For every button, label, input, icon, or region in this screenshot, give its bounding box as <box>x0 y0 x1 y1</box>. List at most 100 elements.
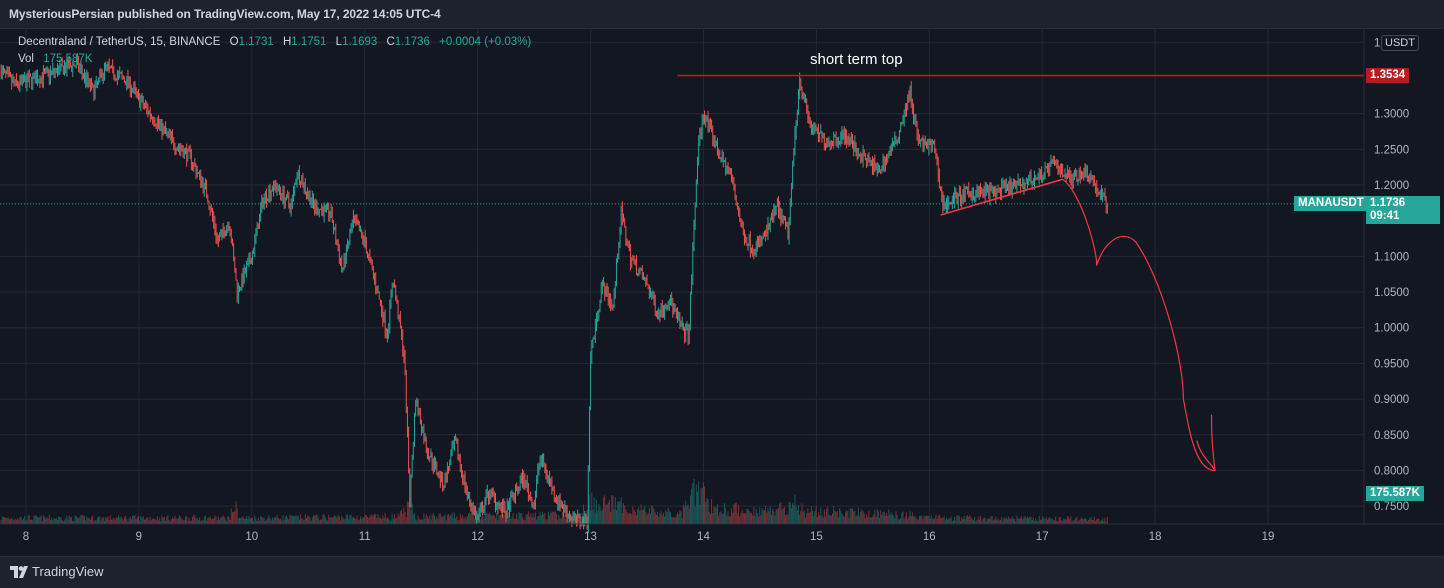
chart-area[interactable]: 1.40001.30001.25001.20001.10001.05001.00… <box>0 28 1444 556</box>
volume-bar <box>345 514 347 524</box>
volume-bar <box>1037 520 1039 524</box>
volume-bar <box>794 494 796 524</box>
volume-bar <box>229 519 231 524</box>
volume-bar <box>910 516 912 524</box>
volume-bar <box>679 510 681 524</box>
volume-bar <box>917 519 919 524</box>
volume-bar <box>610 511 612 524</box>
volume-bar <box>142 516 144 524</box>
volume-bar <box>768 510 770 524</box>
volume-bar <box>1028 517 1030 524</box>
volume-bar <box>480 517 482 524</box>
volume-bar <box>49 519 51 524</box>
volume-bar <box>116 517 118 524</box>
volume-bar <box>540 515 542 524</box>
volume-bar <box>1061 520 1063 524</box>
volume-bar <box>243 518 245 524</box>
volume-bar <box>1035 518 1037 524</box>
volume-bar <box>391 513 393 524</box>
volume-bar <box>775 509 777 524</box>
legend-symbol: Decentraland / TetherUS, 15, BINANCE <box>18 36 221 48</box>
volume-bar <box>857 507 859 524</box>
y-tick-label: 1.3000 <box>1374 109 1409 121</box>
volume-bar <box>626 511 628 524</box>
publish-header: MysteriousPersian published on TradingVi… <box>0 0 1444 29</box>
grid <box>0 28 1364 524</box>
volume-bar <box>672 517 674 524</box>
volume-bar <box>550 512 552 524</box>
volume-bar <box>706 497 708 524</box>
volume-bar <box>1093 516 1095 524</box>
volume-bar <box>62 521 64 524</box>
volume-bar <box>44 516 46 524</box>
volume-bar <box>54 518 56 524</box>
volume-bar <box>817 512 819 524</box>
time-axis[interactable]: 8 9 10 11 12 13 14 15 16 17 18 19 <box>23 531 1275 543</box>
volume-bar <box>56 519 58 524</box>
volume-bar <box>362 517 364 524</box>
volume-bar <box>349 515 351 524</box>
volume-bar <box>718 515 720 524</box>
volume-bar <box>695 484 697 524</box>
volume-bar <box>984 518 986 524</box>
currency-button[interactable]: USDT <box>1381 35 1419 51</box>
volume-bar <box>120 516 122 524</box>
volume-bar <box>1005 517 1007 524</box>
volume-bar <box>853 511 855 524</box>
volume-bar <box>221 516 223 524</box>
volume-bar <box>850 508 852 524</box>
volume-bar <box>93 521 95 524</box>
volume-bar <box>293 516 295 524</box>
volume-bar <box>796 509 798 524</box>
volume-bar <box>721 514 723 524</box>
volume-bar <box>837 517 839 524</box>
volume-bar <box>962 518 964 524</box>
volume-bar <box>8 519 10 524</box>
volume-bar <box>788 501 790 524</box>
volume-bar <box>404 511 406 524</box>
volume-bar <box>778 507 780 524</box>
volume-bar <box>653 508 655 524</box>
volume-bar <box>1029 517 1031 524</box>
volume-bar <box>222 515 224 524</box>
volume-bar <box>399 511 401 524</box>
x-tick-label: 13 <box>584 531 597 543</box>
volume-bar <box>1023 517 1025 524</box>
forecast-path[interactable] <box>1062 178 1216 472</box>
volume-bar <box>605 505 607 524</box>
volume-bar <box>468 513 470 524</box>
volume-bar <box>172 517 174 524</box>
volume-bar <box>68 515 70 524</box>
volume-bar <box>684 507 686 524</box>
volume-bar <box>762 510 764 524</box>
volume-bar <box>290 515 292 524</box>
volume-bar <box>1099 521 1101 524</box>
volume-bar <box>738 504 740 524</box>
volume-bar <box>607 502 609 524</box>
y-tick-label: 1.0000 <box>1374 323 1409 335</box>
price-axis[interactable]: 1.40001.30001.25001.20001.10001.05001.00… <box>1374 37 1409 513</box>
volume-bar <box>78 518 80 524</box>
trendline[interactable] <box>940 178 1063 216</box>
volume-bar <box>682 504 684 524</box>
volume-bar <box>731 508 733 524</box>
volume-bar <box>639 511 641 524</box>
volume-bar <box>889 515 891 524</box>
volume-bar <box>891 514 893 524</box>
volume-bar <box>820 507 822 524</box>
volume-bar <box>107 516 109 524</box>
volume-bar <box>640 504 642 524</box>
volume-bar <box>254 515 256 524</box>
volume-bar <box>276 514 278 524</box>
volume-bar <box>296 516 298 524</box>
volume-bar <box>835 511 837 524</box>
volume-bar <box>289 514 291 524</box>
volume-bar <box>282 515 284 524</box>
volume-bar <box>1038 515 1040 524</box>
volume-bar <box>756 513 758 524</box>
volume-bar <box>199 517 201 524</box>
volume-bar <box>460 517 462 524</box>
volume-bar <box>484 516 486 524</box>
volume-bar <box>64 520 66 524</box>
volume-bar <box>396 517 398 524</box>
